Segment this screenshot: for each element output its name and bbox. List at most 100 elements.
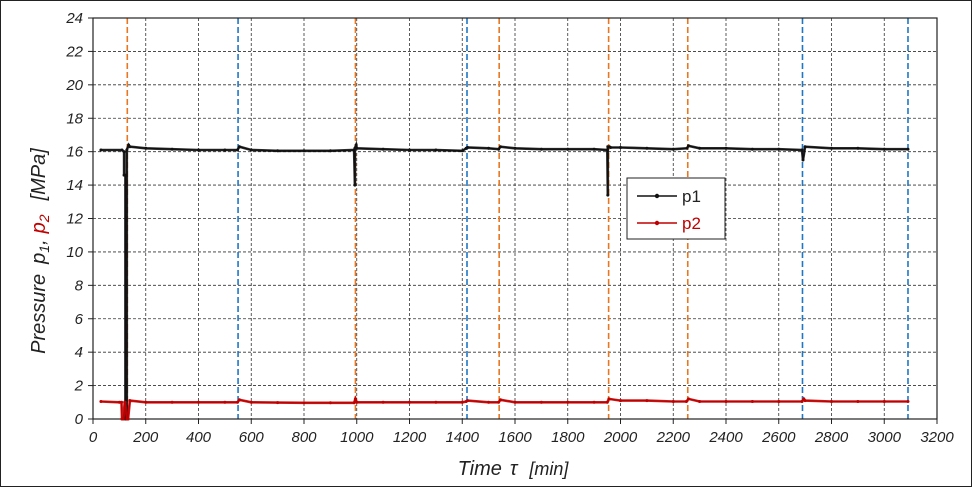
series-point-p2 <box>249 400 253 404</box>
series-band-p2 <box>100 395 908 421</box>
series-point-p1 <box>856 146 860 150</box>
series-point-p1 <box>906 147 910 151</box>
x-tick-label: 3200 <box>920 429 954 446</box>
series-point-p2 <box>800 400 804 403</box>
series-point-p2 <box>513 400 517 404</box>
x-tick-label: 400 <box>186 429 212 446</box>
series-point-p2 <box>99 400 103 403</box>
y-axis-title: Pressurep1,p2[MPa] <box>28 148 52 354</box>
y-tick-label: 10 <box>66 244 83 261</box>
series-point-p1 <box>355 146 359 150</box>
y-tick-label: 12 <box>66 211 83 228</box>
series-point-p1 <box>724 146 728 150</box>
series-point-p2 <box>237 398 241 402</box>
series-point-p1 <box>353 183 357 187</box>
y-tick-label: 4 <box>75 344 83 361</box>
series-point-p1 <box>777 147 781 151</box>
series-point-p2 <box>328 401 332 405</box>
legend: p1 p2 <box>626 177 726 240</box>
series-point-p1 <box>830 146 833 150</box>
series-point-p2 <box>126 417 130 421</box>
series-point-p2 <box>355 400 359 404</box>
y-tick-label: 0 <box>75 411 84 428</box>
series-point-p1 <box>800 148 804 152</box>
series-point-p1 <box>276 149 280 153</box>
series-point-p2 <box>460 400 464 404</box>
x-tick-label: 1400 <box>446 429 480 446</box>
series-point-p1 <box>197 148 200 152</box>
series-point-p1 <box>328 149 332 153</box>
x-tick-label: 2400 <box>708 429 743 446</box>
tick-labels: 0 200 400 600 800 1000 1200 1400 1600 1800 2000 220… <box>65 10 954 446</box>
y-tick-label: 18 <box>66 110 83 127</box>
series-point-p2 <box>497 400 501 404</box>
series-point-p2 <box>803 399 807 403</box>
y-tick-label: 6 <box>75 311 84 328</box>
series-point-p2 <box>619 399 622 403</box>
series-point-p1 <box>237 145 241 149</box>
series-point-p1 <box>566 147 570 151</box>
series-point-p2 <box>671 400 675 403</box>
series-point-p1 <box>882 147 886 151</box>
series-point-p1 <box>685 146 689 150</box>
series-point-p1 <box>249 148 253 152</box>
series-point-p2 <box>777 400 781 403</box>
series-point-p1 <box>381 147 385 151</box>
x-axis-title: Time τ [min] <box>458 458 570 480</box>
x-tick-label: 2200 <box>656 429 691 446</box>
series-point-p2 <box>856 400 860 403</box>
series-point-p1 <box>223 148 227 152</box>
series-point-p2 <box>236 400 239 404</box>
series-point-p1 <box>120 148 124 152</box>
x-tick-label: 2000 <box>603 429 638 446</box>
series-point-p1 <box>460 149 464 153</box>
x-tick-label: 2800 <box>814 429 849 446</box>
series-point-p1 <box>606 193 610 197</box>
series-point-p1 <box>539 147 543 151</box>
series-point-p1 <box>499 145 502 149</box>
series-point-p1 <box>645 146 649 150</box>
legend-marker-p2 <box>654 220 660 226</box>
series-point-p2 <box>687 397 690 401</box>
y-tick-label: 20 <box>65 77 83 94</box>
legend-label-p2: p2 <box>682 214 701 233</box>
series-point-p2 <box>684 400 688 403</box>
series-point-p2 <box>352 401 356 405</box>
series-point-p2 <box>750 400 754 403</box>
series-point-p2 <box>605 400 609 404</box>
series-point-p1 <box>125 148 129 152</box>
series-point-p1 <box>123 173 127 177</box>
series-point-p1 <box>354 143 358 147</box>
series-point-p2 <box>724 400 728 403</box>
series-point-p2 <box>592 400 596 404</box>
series-line-p1 <box>100 142 908 420</box>
x-tick-label: 800 <box>291 429 317 446</box>
series-point-p2 <box>117 400 121 404</box>
x-tick-label: 200 <box>132 429 159 446</box>
series-point-p1 <box>487 146 491 150</box>
series-point-p1 <box>750 147 754 151</box>
series-point-p1 <box>605 148 609 152</box>
series-point-p1 <box>609 146 612 149</box>
series-point-p1 <box>619 146 622 149</box>
series-point-p2 <box>144 400 148 404</box>
series-band-p1 <box>100 140 908 421</box>
x-tick-label: 3000 <box>868 429 902 446</box>
series-point-p1 <box>128 145 132 149</box>
series-point-p1 <box>513 146 517 150</box>
series-point-p1 <box>592 147 596 151</box>
series-point-p2 <box>487 400 491 404</box>
series-point-p1 <box>687 144 690 148</box>
series-point-p1 <box>408 148 411 152</box>
series-point-p2 <box>882 400 886 403</box>
series-point-p2 <box>830 400 833 403</box>
series-point-p1 <box>671 147 675 151</box>
series-point-p2 <box>906 400 910 403</box>
y-tick-label: 24 <box>65 10 83 27</box>
legend-marker-p1 <box>654 193 660 199</box>
series-point-p2 <box>499 398 502 402</box>
legend-label-p1: p1 <box>682 187 701 206</box>
series-point-p2 <box>302 401 306 405</box>
